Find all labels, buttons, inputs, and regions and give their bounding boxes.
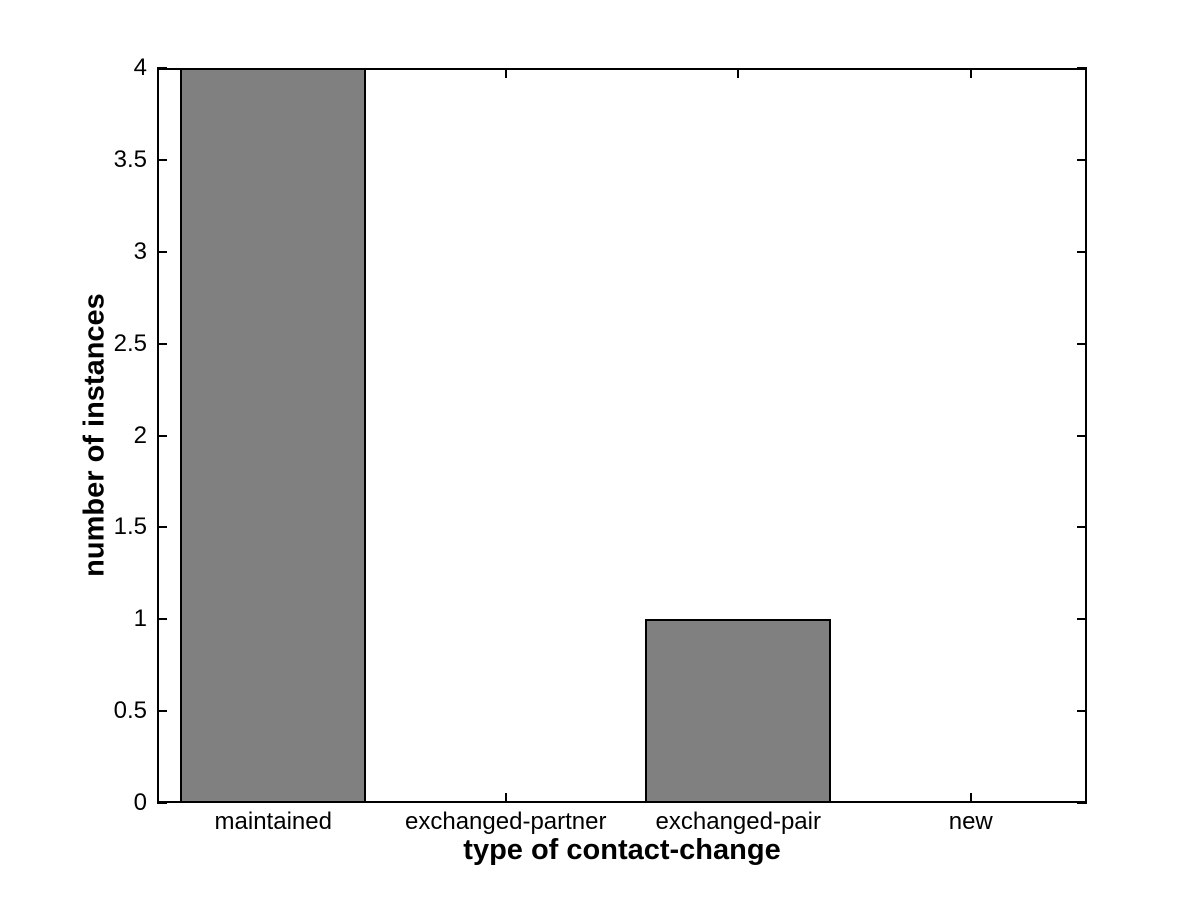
y-tick-mark [157,250,167,253]
x-tick-mark [969,793,972,803]
y-tick-label: 4 [133,54,147,81]
plot-area [157,67,1087,804]
y-tick-label: 2.5 [113,329,147,357]
y-tick-mark [1077,434,1087,437]
bar-maintained [180,68,367,803]
x-tick-mark [737,68,740,78]
x-tick-label: maintained [214,808,332,835]
y-tick-mark [1077,618,1087,621]
y-tick-mark [157,342,167,345]
x-tick-label: exchanged-pair [655,808,821,835]
y-tick-mark [157,802,167,804]
y-tick-mark [157,710,167,713]
y-tick-mark [157,618,167,621]
y-tick-label: 3 [133,237,147,265]
x-tick-mark [504,793,507,803]
y-tick-label: 2 [133,421,147,449]
y-tick-mark [1077,710,1087,713]
y-tick-mark [1077,342,1087,345]
x-tick-mark [969,68,972,78]
y-tick-label: 1.5 [113,513,147,541]
x-tick-label: exchanged-partner [405,808,607,835]
y-tick-mark [1077,67,1087,69]
y-tick-mark [157,434,167,437]
y-tick-mark [1077,250,1087,253]
y-tick-mark [1077,158,1087,161]
bar-exchanged-pair [645,619,832,803]
x-tick-mark [504,68,507,78]
y-tick-mark [1077,526,1087,529]
y-tick-mark [157,526,167,529]
y-tick-label: 3.5 [113,145,147,173]
y-tick-label: 0 [133,789,147,816]
y-tick-label: 0.5 [113,697,147,725]
y-tick-mark [157,158,167,161]
y-tick-mark [157,67,167,69]
x-tick-label: new [948,808,993,835]
y-tick-label: 1 [133,605,147,633]
x-axis-title: type of contact-change [463,834,781,866]
y-tick-mark [1077,802,1087,804]
